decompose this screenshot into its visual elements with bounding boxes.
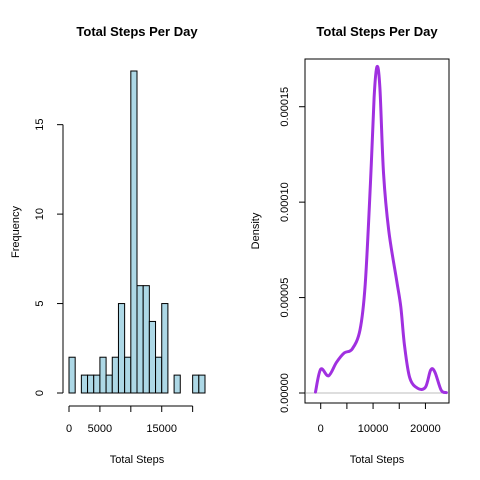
histogram-bar bbox=[80, 374, 89, 394]
histogram-y-tick-label: 15 bbox=[34, 119, 46, 131]
density-x-tick-label: 20000 bbox=[410, 423, 441, 435]
histogram-bar bbox=[111, 356, 119, 394]
histogram-bar bbox=[105, 374, 113, 394]
histogram-x-tick-label: 0 bbox=[66, 423, 72, 435]
density-x-tick-label: 10000 bbox=[358, 423, 389, 435]
density-y-tick-label: 0.00015 bbox=[279, 87, 291, 127]
histogram-bar bbox=[99, 356, 107, 394]
histogram-x-label: Total Steps bbox=[110, 454, 165, 466]
density-y-tick-label: 0.00010 bbox=[279, 182, 291, 222]
histogram-bar bbox=[148, 320, 157, 394]
histogram-bar bbox=[130, 70, 138, 394]
density-line bbox=[313, 64, 448, 395]
density-x-tick-label: 0 bbox=[318, 423, 324, 435]
histogram-bar bbox=[93, 374, 101, 394]
histogram-y-axis: 0 5 10 15 bbox=[34, 119, 64, 396]
histogram-x-tick-label: 5000 bbox=[88, 423, 112, 435]
histogram-bar bbox=[161, 303, 169, 394]
histogram-bar bbox=[87, 374, 95, 394]
histogram-y-tick-label: 5 bbox=[34, 300, 46, 306]
histogram-bar bbox=[155, 356, 163, 394]
histogram-bar bbox=[173, 374, 181, 394]
histogram-x-axis: 0 5000 15000 bbox=[66, 405, 194, 435]
histogram-bar bbox=[136, 285, 144, 394]
histogram-bars bbox=[68, 70, 206, 394]
density-x-axis: 0 10000 20000 bbox=[318, 403, 441, 435]
histogram-bar bbox=[117, 303, 126, 394]
histogram-bar bbox=[192, 374, 200, 394]
density-panel: Total Steps Per Day 0.00000 0.00005 0.0001… bbox=[250, 24, 450, 466]
density-y-tick-label: 0.00005 bbox=[279, 278, 291, 318]
histogram-title: Total Steps Per Day bbox=[76, 24, 198, 39]
density-title: Total Steps Per Day bbox=[316, 24, 438, 39]
histogram-panel: Total Steps Per Day 0 5 10 15 0 5000 15000 To… bbox=[10, 24, 206, 466]
density-x-label: Total Steps bbox=[350, 454, 405, 466]
histogram-bar bbox=[124, 356, 132, 394]
histogram-x-tick-label: 15000 bbox=[146, 423, 177, 435]
histogram-y-label: Frequency bbox=[10, 206, 22, 258]
density-plot-frame bbox=[304, 58, 450, 404]
histogram-bar bbox=[198, 374, 206, 394]
density-y-tick-label: 0.00000 bbox=[279, 373, 291, 413]
histogram-bar bbox=[68, 356, 76, 394]
histogram-bar bbox=[142, 285, 150, 394]
histogram-y-tick-label: 10 bbox=[34, 208, 46, 220]
density-y-label: Density bbox=[250, 212, 262, 249]
histogram-y-tick-label: 0 bbox=[34, 390, 46, 396]
density-y-axis: 0.00000 0.00005 0.00010 0.00015 bbox=[279, 87, 305, 413]
